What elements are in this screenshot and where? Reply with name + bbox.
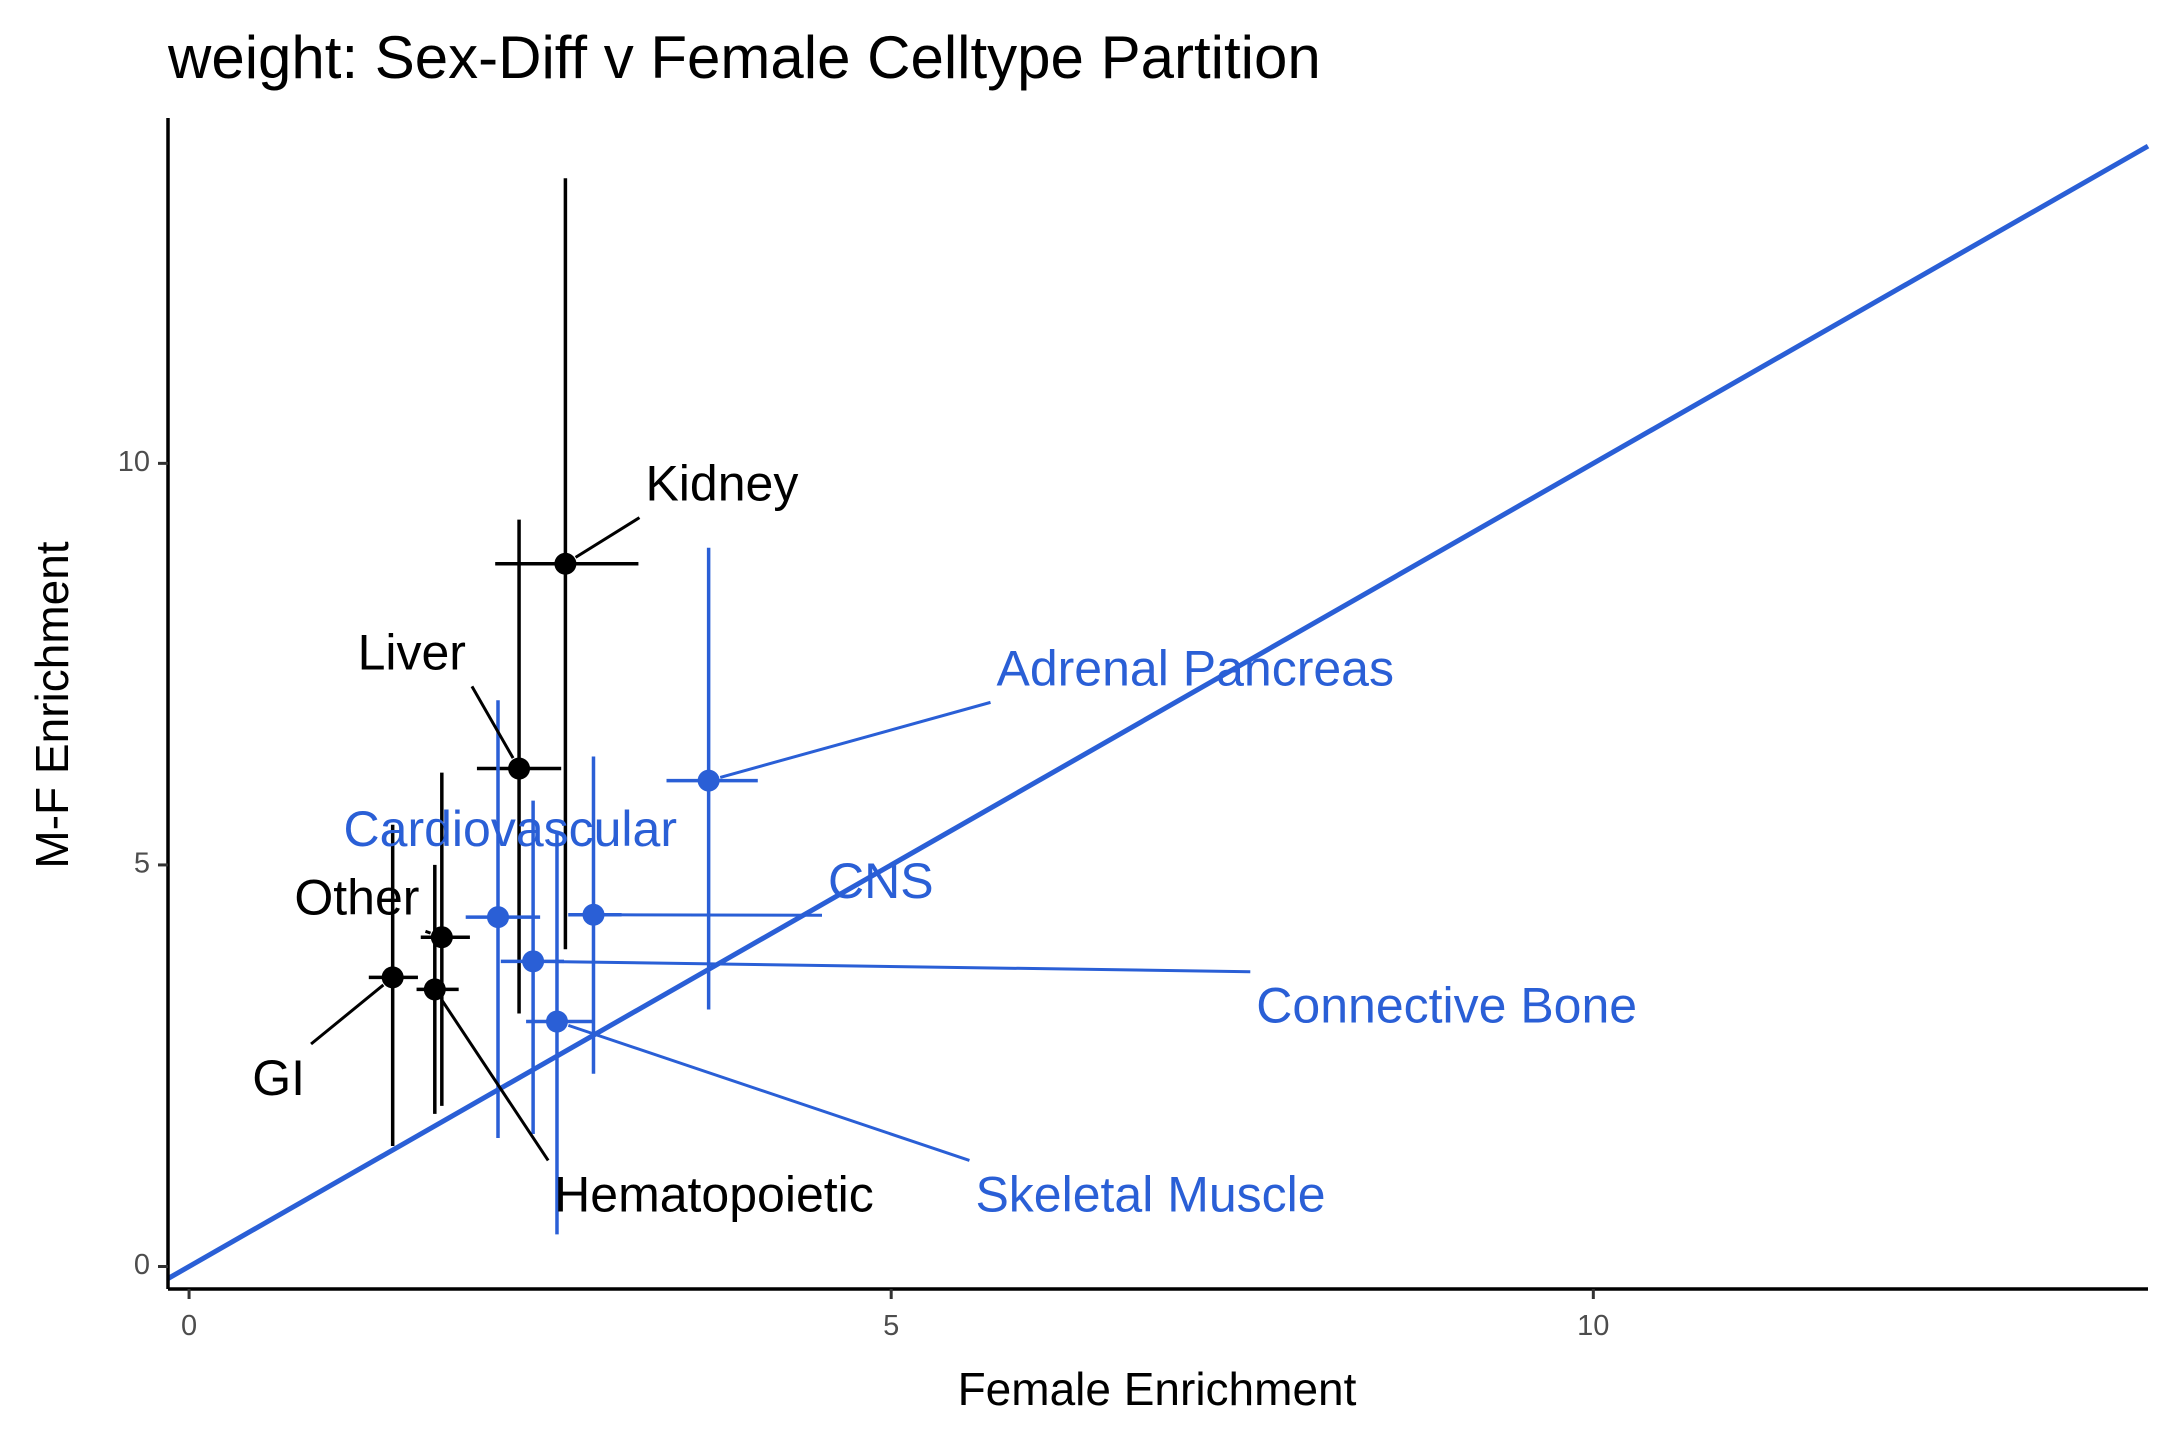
x-axis-title: Female Enrichment [958,1363,1357,1415]
plot-area: Kidney Liver Other GI Hematopoietic Adrenal P… [166,143,2150,1281]
data-point-skeletal-muscle [545,1010,568,1033]
point-label-cardiovascular: Cardiovascular [344,801,677,857]
x-tick-label-5: 5 [883,1310,899,1342]
axes: 0 5 10 0 5 10 [118,118,2148,1342]
leader-line-hematopoietic [440,998,550,1162]
data-point-cardiovascular [487,906,509,929]
point-label-skeletal-muscle: Skeletal Muscle [975,1166,1325,1222]
point-label-hematopoietic: Hematopoietic [554,1166,874,1222]
reference-line [166,143,2150,1281]
data-point-hematopoietic [423,978,446,1001]
data-point-other [430,926,453,949]
point-label-cns: CNS [828,853,934,909]
y-tick-label-10: 10 [118,446,150,478]
leader-line-liver [470,685,515,759]
y-axis-title: M-F Enrichment [26,541,78,868]
data-point-adrenal-pancreas [697,769,720,792]
y-tick-label-5: 5 [134,848,150,880]
point-label-other: Other [294,869,419,925]
data-point-gi [381,966,404,989]
leader-line-kidney [574,516,641,559]
point-label-kidney: Kidney [645,456,798,512]
leader-line-other [424,929,432,935]
point-label-liver: Liver [358,624,466,680]
data-point-kidney [554,552,577,575]
x-tick-label-0: 0 [181,1310,197,1342]
point-label-adrenal-pancreas: Adrenal Pancreas [997,640,1394,696]
point-label-connective-bone: Connective Bone [1256,978,1637,1034]
leader-line-adrenal-pancreas [719,700,991,779]
data-point-cns [582,903,605,926]
y-tick-label-0: 0 [134,1249,150,1281]
leader-line-skeletal-muscle [567,1023,970,1162]
data-point-liver [508,757,531,780]
x-tick-label-10: 10 [1577,1310,1609,1342]
data-point-connective-bone [522,950,545,973]
chart-title: weight: Sex-Diff v Female Celltype Parti… [167,24,1321,91]
leader-line-gi [310,983,385,1046]
point-label-gi: GI [252,1050,305,1106]
leader-line-connective-bone [545,959,1251,974]
